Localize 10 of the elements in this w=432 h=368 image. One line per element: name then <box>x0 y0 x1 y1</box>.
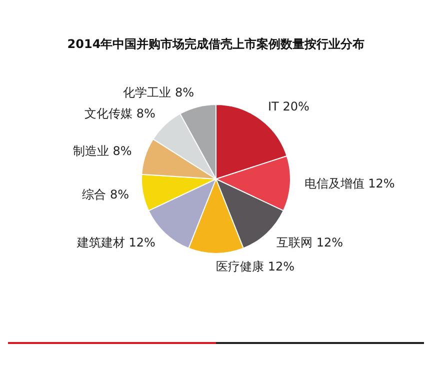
slice-label: 制造业 8% <box>72 144 132 158</box>
slice-label: 化学工业 8% <box>123 85 194 100</box>
slice-label: 文化传媒 8% <box>84 106 156 121</box>
slice-label: 电信及增值 12% <box>304 176 395 191</box>
slice-label: 建筑建材 12% <box>76 236 156 250</box>
slice-label: IT 20% <box>268 100 310 114</box>
slice-label: 互联网 12% <box>276 236 344 250</box>
slice-label: 医疗健康 12% <box>216 260 294 274</box>
slice-label: 综合 8% <box>82 188 130 202</box>
chart-title: 2014年中国并购市场完成借壳上市案例数量按行业分布 <box>66 36 366 53</box>
